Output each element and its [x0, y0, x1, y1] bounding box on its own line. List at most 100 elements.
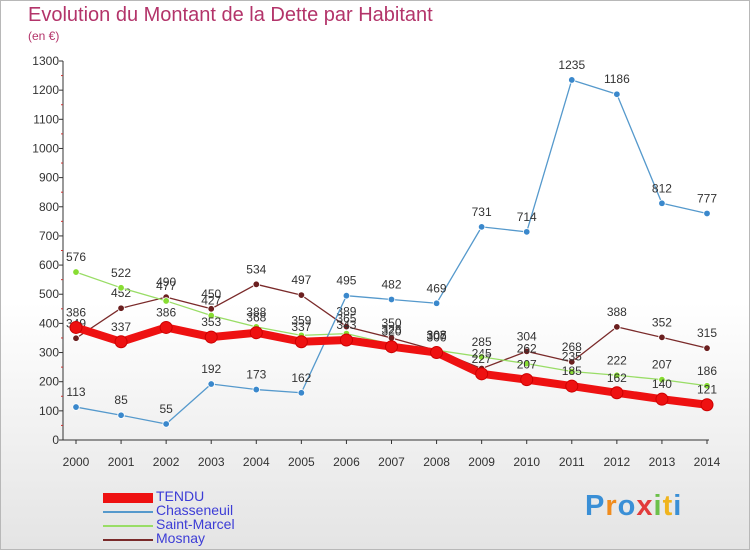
data-label-mosnay: 389	[336, 305, 356, 319]
data-label-saint-marcel: 522	[111, 266, 131, 280]
data-label-chasseneuil: 55	[159, 402, 173, 416]
data-label-chasseneuil: 714	[517, 210, 537, 224]
legend-swatch-saint-marcel	[103, 525, 153, 527]
data-point-mosnay	[72, 334, 80, 342]
legend-swatch-mosnay	[103, 539, 153, 541]
x-tick-label: 2005	[288, 455, 315, 469]
data-point-tendu	[249, 326, 263, 340]
data-label-saint-marcel: 328	[381, 322, 401, 336]
data-label-chasseneuil: 812	[652, 181, 672, 195]
data-label-mosnay: 450	[201, 287, 221, 301]
data-label-tendu: 227	[472, 352, 492, 366]
data-label-chasseneuil: 482	[381, 277, 401, 291]
y-tick-label: 1300	[32, 54, 59, 68]
data-label-chasseneuil: 85	[114, 393, 128, 407]
data-label-saint-marcel: 365	[336, 312, 356, 326]
data-point-chasseneuil	[252, 385, 260, 394]
data-label-saint-marcel: 235	[562, 349, 582, 363]
y-tick-label: 1200	[32, 83, 59, 97]
data-label-saint-marcel: 359	[291, 313, 311, 327]
data-point-tendu	[655, 392, 669, 406]
data-label-tendu: 386	[66, 305, 86, 319]
data-point-tendu	[430, 346, 444, 360]
data-point-mosnay	[252, 280, 260, 289]
data-point-tendu	[475, 367, 489, 381]
data-point-chasseneuil	[568, 76, 576, 84]
y-tick-label: 200	[39, 375, 59, 389]
y-tick-label: 0	[52, 433, 59, 447]
data-label-saint-marcel: 308	[427, 328, 447, 342]
data-point-saint-marcel	[613, 371, 621, 379]
data-point-tendu	[69, 320, 83, 334]
data-label-saint-marcel: 477	[156, 279, 176, 293]
data-label-chasseneuil: 731	[472, 205, 492, 219]
data-label-tendu: 162	[607, 371, 627, 385]
data-point-tendu	[204, 330, 218, 344]
data-label-chasseneuil: 162	[291, 371, 311, 385]
data-point-saint-marcel	[703, 382, 711, 390]
y-tick-label: 100	[39, 404, 59, 418]
legend-label-mosnay: Mosnay	[156, 530, 206, 546]
x-tick-label: 2014	[694, 455, 721, 469]
data-point-mosnay	[613, 323, 621, 331]
data-point-chasseneuil	[432, 299, 441, 307]
data-label-chasseneuil: 777	[697, 191, 717, 205]
data-point-saint-marcel	[477, 353, 486, 361]
data-label-mosnay: 490	[156, 275, 176, 289]
data-point-saint-marcel	[658, 375, 666, 384]
data-label-mosnay: 315	[697, 326, 717, 340]
data-point-saint-marcel	[568, 367, 576, 376]
data-point-chasseneuil	[658, 199, 666, 207]
data-label-tendu: 386	[156, 305, 176, 319]
x-tick-label: 2012	[604, 455, 631, 469]
y-tick-label: 300	[39, 346, 59, 360]
data-label-saint-marcel: 427	[201, 294, 221, 308]
chart-title: Evolution du Montant de la Dette par Hab…	[28, 4, 433, 26]
data-point-tendu	[610, 386, 624, 400]
data-point-mosnay	[117, 304, 125, 312]
data-point-chasseneuil	[477, 223, 486, 231]
data-label-tendu: 300	[427, 331, 447, 345]
data-label-chasseneuil: 192	[201, 362, 221, 376]
x-tick-label: 2002	[153, 455, 180, 469]
data-label-saint-marcel: 285	[472, 335, 492, 349]
legend-label-saint-marcel: Saint-Marcel	[156, 516, 235, 532]
x-tick-label: 2008	[423, 455, 450, 469]
data-label-chasseneuil: 173	[246, 368, 266, 382]
x-tick-label: 2004	[243, 455, 270, 469]
data-label-mosnay: 268	[562, 340, 582, 354]
data-point-chasseneuil	[523, 228, 531, 236]
x-tick-label: 2013	[649, 455, 676, 469]
data-label-mosnay: 307	[427, 328, 447, 342]
data-point-mosnay	[703, 344, 711, 352]
y-tick-label: 700	[39, 229, 59, 243]
data-label-saint-marcel: 388	[246, 305, 266, 319]
data-point-saint-marcel	[523, 359, 531, 368]
data-label-tendu: 207	[517, 358, 537, 372]
x-tick-label: 2009	[468, 455, 495, 469]
data-label-chasseneuil: 1186	[604, 72, 630, 86]
proxiti-logo: Proxiti	[585, 490, 682, 523]
logo-letter: i	[673, 490, 683, 522]
data-point-chasseneuil	[72, 403, 80, 411]
data-label-tendu: 140	[652, 377, 672, 391]
x-tick-label: 2000	[63, 455, 90, 469]
data-point-tendu	[159, 320, 173, 334]
data-point-mosnay	[568, 358, 576, 366]
x-tick-label: 2010	[513, 455, 540, 469]
data-label-tendu: 353	[201, 315, 221, 329]
data-point-chasseneuil	[297, 389, 306, 397]
y-tick-label: 1100	[33, 112, 59, 126]
data-label-chasseneuil: 113	[66, 385, 85, 399]
logo-letter: x	[636, 490, 654, 522]
data-point-tendu	[114, 335, 128, 349]
data-label-tendu: 185	[562, 364, 582, 378]
data-point-tendu	[339, 333, 353, 347]
data-label-tendu: 343	[336, 318, 356, 332]
data-label-saint-marcel: 262	[517, 342, 537, 356]
y-tick-label: 900	[39, 171, 59, 185]
y-tick-label: 500	[39, 287, 59, 301]
data-point-chasseneuil	[162, 420, 170, 428]
data-label-mosnay: 497	[291, 273, 311, 287]
